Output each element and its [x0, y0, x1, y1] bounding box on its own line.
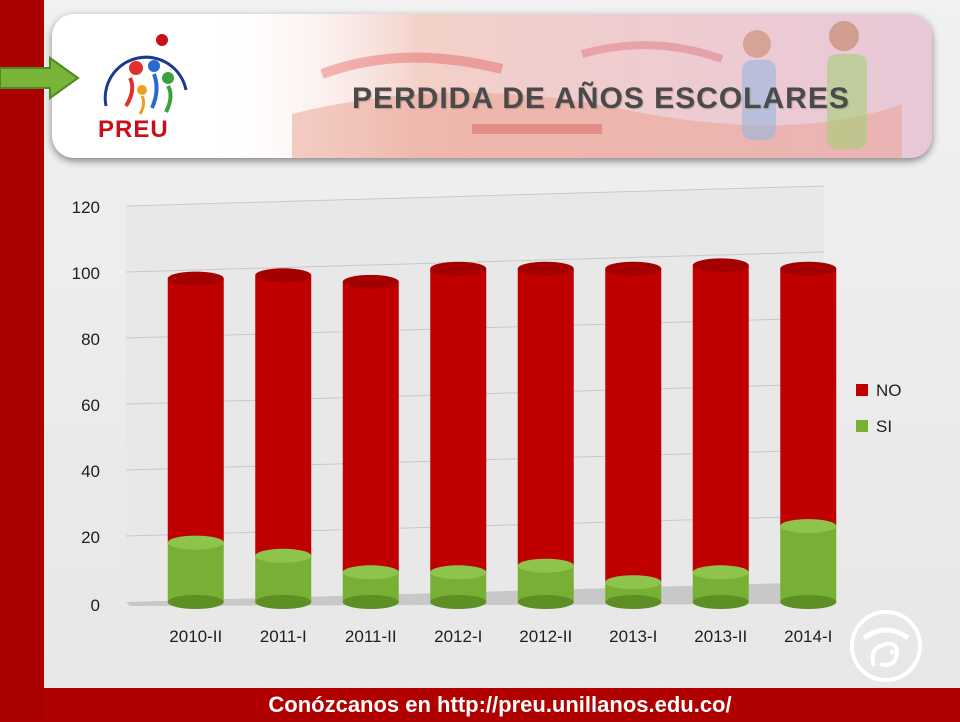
bar-si-top	[255, 548, 312, 563]
bar-si	[780, 526, 837, 602]
bar-no-top	[517, 261, 574, 276]
gridline	[125, 185, 825, 207]
bar-no	[780, 268, 837, 527]
preu-logo	[103, 34, 188, 115]
bar-no	[255, 275, 312, 556]
unillanos-logo	[850, 610, 922, 682]
bar-si-base	[255, 595, 312, 609]
bar-si	[255, 555, 312, 602]
bar-si-top	[342, 565, 399, 580]
bar-si-base	[780, 595, 837, 609]
x-tick-label: 2011-I	[260, 627, 307, 646]
bar-si-top	[780, 519, 837, 534]
legend-swatch	[856, 420, 868, 432]
header-banner: PREU PERDIDA DE AÑOS ESCOLARES	[52, 14, 932, 158]
bar-no-top	[430, 261, 487, 276]
bar-no-top	[605, 261, 662, 276]
y-tick-label: 40	[81, 462, 100, 481]
bar-no-top	[780, 261, 837, 276]
logo-text: PREU	[98, 116, 169, 143]
bar-no	[342, 281, 399, 573]
x-tick-label: 2013-II	[694, 627, 747, 646]
y-tick-label: 60	[81, 396, 100, 415]
legend-label: NO	[876, 381, 902, 400]
bar-no-top	[167, 271, 224, 286]
x-tick-label: 2013-I	[609, 627, 657, 646]
legend-label: SI	[876, 417, 892, 436]
bar-no	[517, 268, 574, 566]
bar-si-top	[430, 565, 487, 580]
y-tick-label: 120	[72, 198, 100, 217]
stacked-bar-chart: 0 20 40 60 80 100 120 2010-II 2011-I 2011-II 2012-…	[72, 185, 902, 646]
bar-si-top	[517, 558, 574, 573]
page-title: PERDIDA DE AÑOS ESCOLARES	[352, 82, 850, 115]
y-tick-label: 20	[81, 528, 100, 547]
bar-si-base	[692, 595, 749, 609]
bar-no-top	[692, 258, 749, 273]
gridline	[125, 251, 825, 273]
footer-bar: Conózcanos en http://preu.unillanos.edu.…	[0, 688, 960, 720]
bar-no	[692, 265, 749, 573]
legend-swatch	[856, 384, 868, 396]
banner-background-art	[202, 14, 932, 158]
bar-si	[167, 542, 224, 602]
x-tick-label: 2012-I	[434, 627, 482, 646]
bar-si-base	[605, 595, 662, 609]
x-tick-label: 2011-II	[345, 627, 397, 646]
y-tick-label: 80	[81, 330, 100, 349]
bar-si-top	[692, 565, 749, 580]
bar-no-top	[255, 268, 312, 283]
bar-si-base	[430, 595, 487, 609]
x-tick-label: 2010-II	[169, 627, 222, 646]
bar-no-top	[342, 274, 399, 289]
bar-no	[430, 268, 487, 573]
x-tick-label: 2012-II	[519, 627, 572, 646]
bar-si-base	[167, 595, 224, 609]
footer-text: Conózcanos en http://preu.unillanos.edu.…	[268, 692, 732, 717]
bar-no	[605, 268, 662, 583]
bar-si-base	[342, 595, 399, 609]
x-tick-label: 2014-I	[784, 627, 832, 646]
y-tick-label: 0	[91, 596, 100, 615]
y-tick-label: 100	[72, 264, 100, 283]
bar-si-base	[517, 595, 574, 609]
bar-si-top	[167, 535, 224, 550]
left-border-strip	[0, 0, 44, 720]
bar-no	[167, 278, 224, 543]
green-arrow-icon	[0, 56, 80, 100]
bar-si-top	[605, 575, 662, 590]
